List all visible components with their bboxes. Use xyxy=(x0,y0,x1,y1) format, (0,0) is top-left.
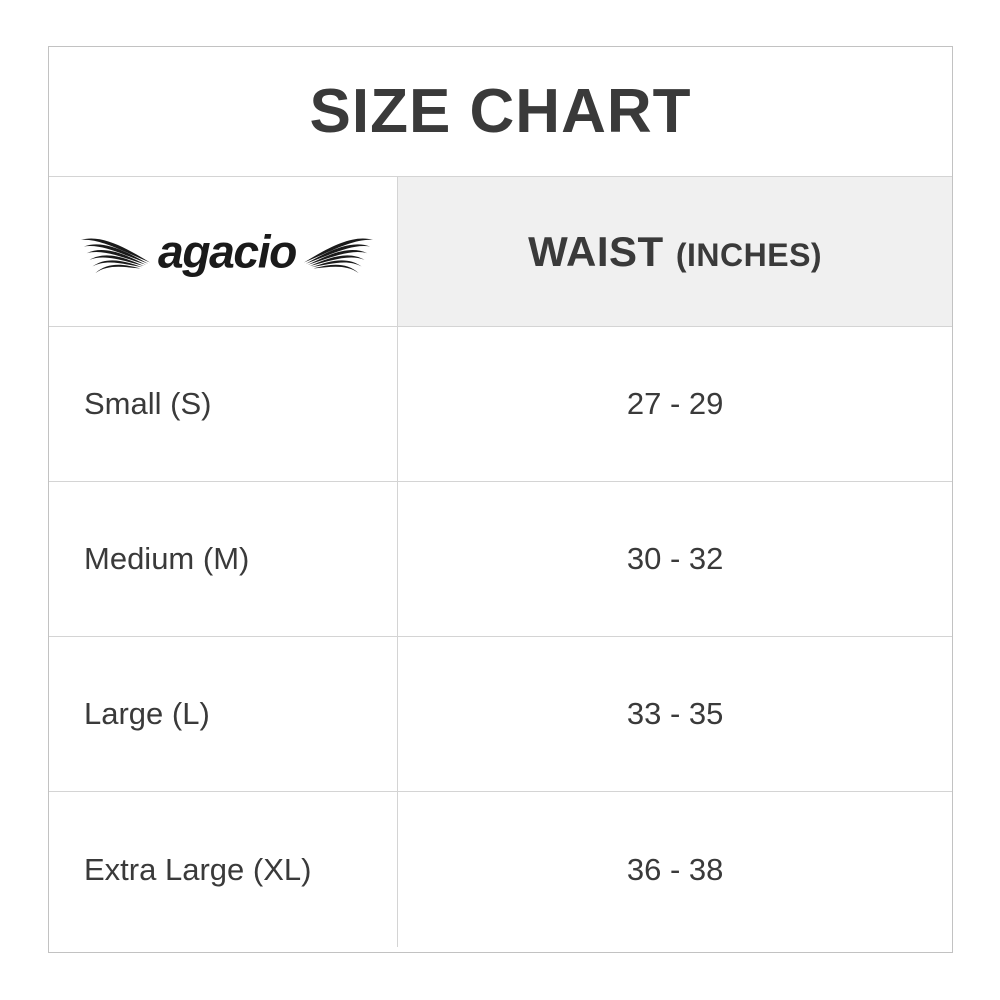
svg-text:agacio: agacio xyxy=(158,225,296,277)
